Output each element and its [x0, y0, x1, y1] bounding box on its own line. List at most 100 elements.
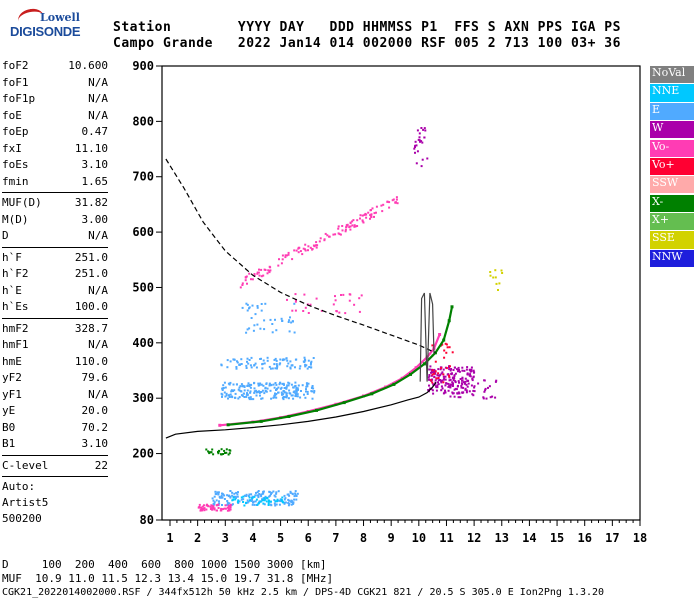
x-tick-label: 9 — [388, 531, 395, 545]
echo-point — [473, 385, 476, 388]
plot-frame — [161, 65, 641, 521]
echo-point — [256, 306, 259, 309]
echo-point — [279, 362, 282, 365]
echo-point — [456, 392, 459, 395]
echo-point — [238, 396, 241, 399]
autoscale-info: 500200 — [2, 512, 42, 525]
legend-item-nnw: NNW — [650, 249, 694, 267]
echo-point — [235, 367, 238, 370]
param-key: D — [2, 229, 9, 242]
echo-point — [284, 501, 287, 504]
echo-point — [285, 396, 288, 399]
echo-point — [430, 388, 433, 391]
x-tick-label: 6 — [305, 531, 312, 545]
y-tick-label: 600 — [132, 225, 154, 239]
echo-point — [268, 270, 271, 272]
echo-point — [394, 201, 397, 204]
echo-point — [248, 385, 251, 388]
curve-virtual — [419, 292, 435, 382]
echo-point — [261, 499, 264, 502]
echo-point — [243, 396, 246, 398]
param-row: fmin 1.65 — [2, 174, 108, 191]
echo-point — [213, 501, 216, 504]
echo-point — [273, 386, 276, 389]
echo-point — [276, 367, 278, 370]
echo-point — [217, 449, 220, 452]
echo-point — [221, 389, 224, 391]
echo-point — [283, 498, 286, 501]
echo-point — [296, 393, 299, 396]
echo-point — [211, 507, 214, 510]
echo-point — [420, 140, 423, 143]
echo-point — [431, 389, 434, 392]
echo-point — [432, 383, 435, 386]
echo-point — [444, 384, 447, 387]
echo-point — [223, 494, 226, 497]
param-row: h`Es 100.0 — [2, 299, 108, 316]
echo-point — [295, 390, 298, 393]
echo-point — [313, 390, 316, 392]
echo-point — [449, 383, 452, 386]
echo-point — [255, 389, 258, 392]
echo-point — [224, 507, 227, 510]
echo-point — [452, 369, 455, 371]
echo-point — [290, 394, 293, 397]
echo-point — [306, 367, 309, 370]
echo-point — [304, 248, 306, 251]
echo-point — [346, 223, 349, 226]
echo-point — [339, 233, 342, 236]
echo-point — [442, 381, 445, 384]
echo-point — [252, 329, 255, 332]
header-values: Campo Grande 2022 Jan14 014 002000 RSF 0… — [113, 36, 621, 51]
param-value: N/A — [88, 387, 108, 401]
param-divider — [2, 476, 108, 477]
echo-point — [246, 499, 249, 502]
echo-point — [497, 289, 499, 291]
echo-point — [226, 500, 229, 502]
echo-point — [318, 240, 321, 243]
y-tick-label: 500 — [132, 280, 154, 294]
ionogram-plot: 1 2 3 4 5 6 7 8 9 10 11 12 13 14 15 16 17 188020030040050… — [132, 59, 647, 545]
echo-point — [275, 393, 278, 395]
param-row: h`E N/A — [2, 283, 108, 300]
echo-point — [448, 374, 450, 377]
param-row: B0 70.2 — [2, 420, 108, 437]
echo-point — [225, 392, 228, 395]
echo-point — [275, 503, 278, 506]
echo-point — [289, 367, 292, 370]
echo-point — [220, 509, 223, 512]
echo-point — [286, 493, 289, 496]
echo-point — [253, 382, 255, 385]
echo-point — [295, 395, 298, 398]
echo-point — [307, 312, 310, 314]
echo-point — [270, 504, 273, 507]
echo-point — [223, 391, 226, 394]
echo-point — [268, 495, 271, 498]
param-key: h`F — [2, 250, 22, 264]
echo-point — [349, 293, 352, 296]
echo-point — [501, 272, 504, 274]
echo-point — [283, 396, 286, 398]
echo-point — [483, 390, 486, 393]
echo-point — [243, 504, 246, 507]
echo-point — [247, 382, 250, 385]
echo-point — [473, 390, 476, 393]
param-value: N/A — [88, 75, 108, 89]
echo-point — [344, 230, 347, 233]
echo-point — [279, 358, 282, 361]
echo-point — [337, 232, 340, 235]
echo-point — [275, 492, 278, 495]
echo-point — [274, 357, 277, 360]
echo-point — [444, 391, 447, 394]
echo-point — [281, 393, 283, 396]
echo-point — [440, 367, 443, 370]
echo-point — [369, 209, 372, 212]
echo-point — [231, 395, 233, 398]
echo-point — [237, 397, 240, 400]
echo-point — [249, 396, 252, 399]
echo-point — [431, 381, 434, 384]
echo-point — [489, 396, 492, 399]
echo-point — [237, 491, 239, 494]
echo-point — [282, 398, 285, 401]
echo-point — [208, 451, 211, 454]
